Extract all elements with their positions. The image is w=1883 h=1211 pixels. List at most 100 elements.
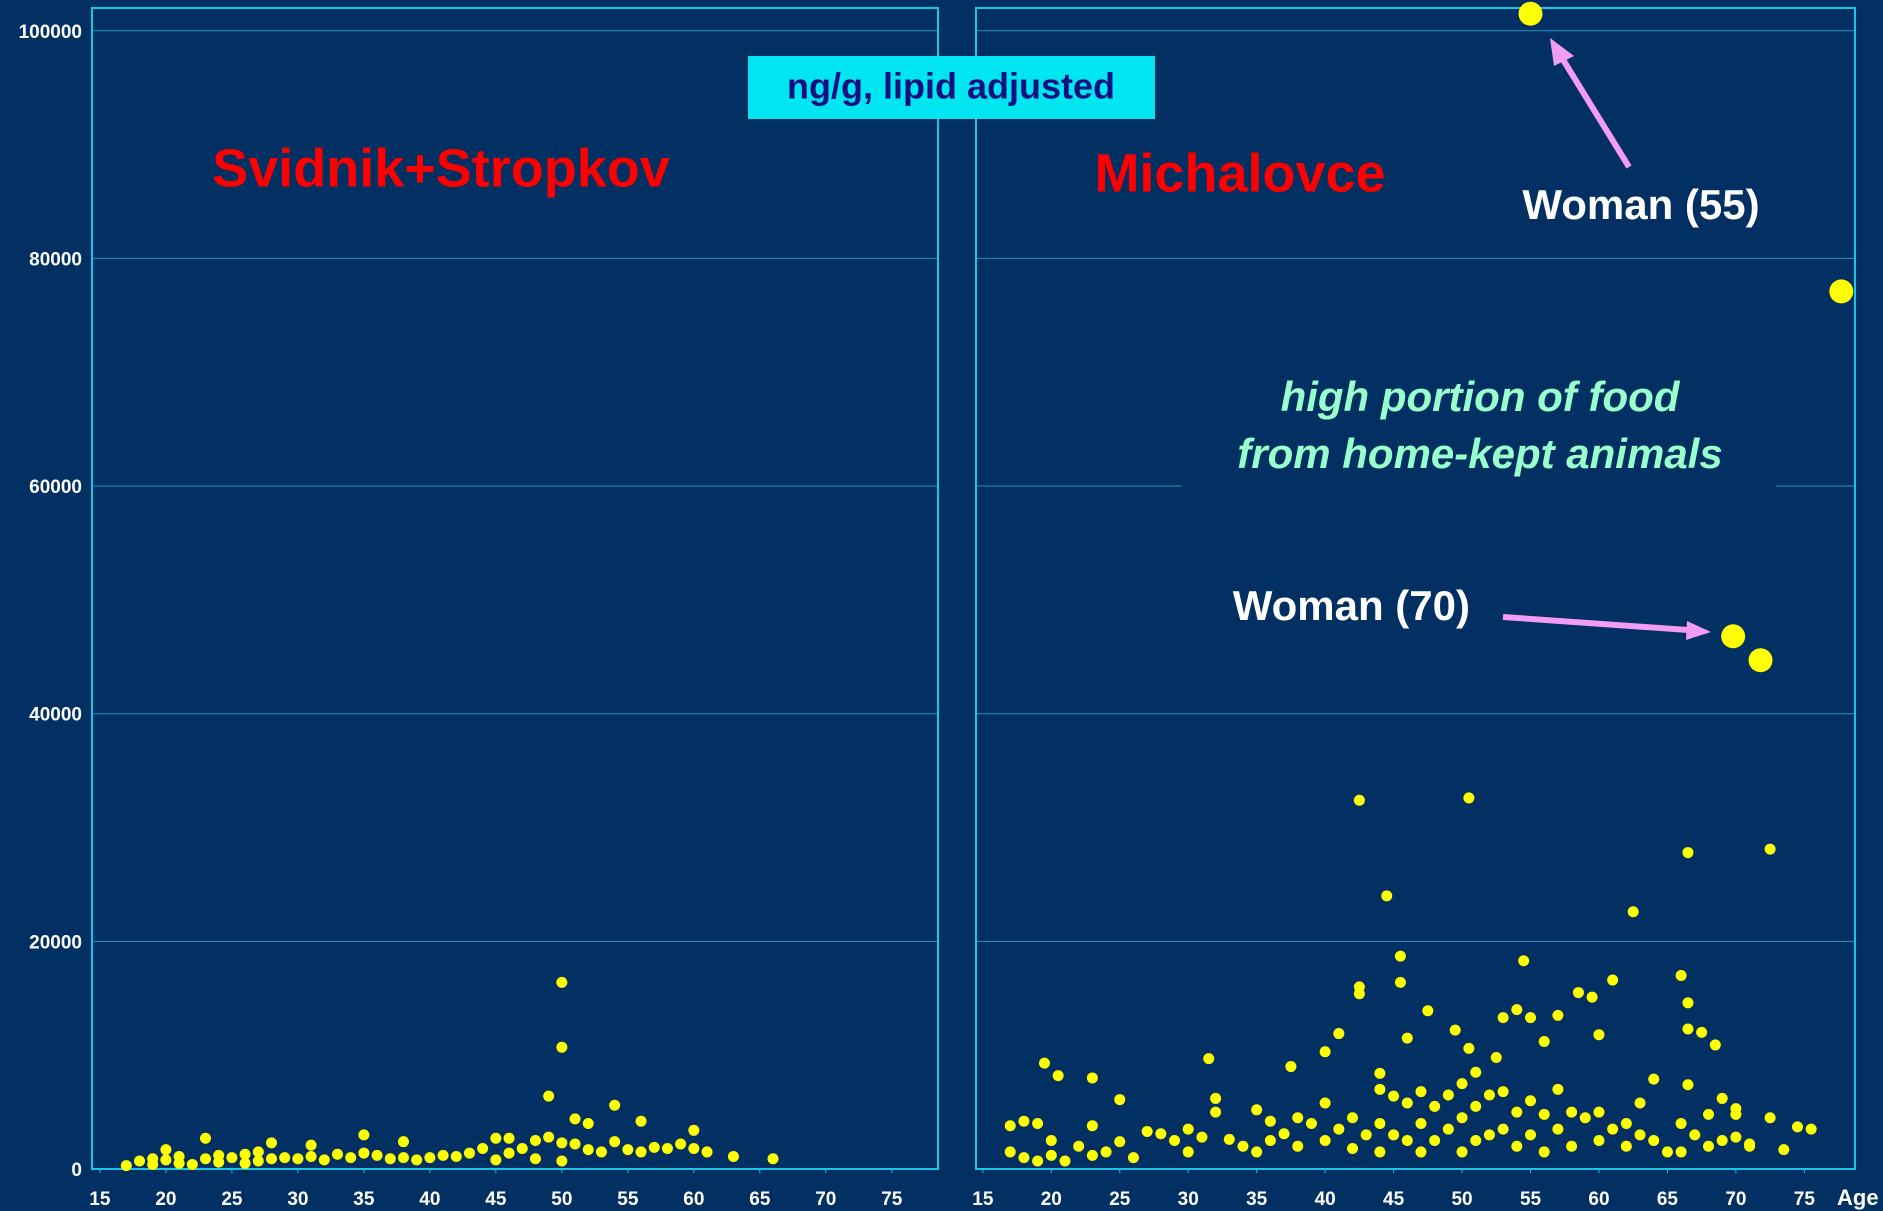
point (1114, 1136, 1126, 1148)
point (173, 1157, 185, 1169)
point (1086, 1072, 1098, 1084)
x-tick-label: 70 (1725, 1189, 1746, 1210)
annotation-backdrop (1182, 470, 1776, 510)
point (397, 1136, 409, 1148)
point (200, 1132, 212, 1144)
point (1086, 1149, 1098, 1161)
point (1566, 1140, 1578, 1152)
point (1292, 1112, 1304, 1124)
point (1627, 906, 1639, 918)
point (490, 1132, 502, 1144)
point (635, 1115, 647, 1127)
point (1525, 1012, 1537, 1024)
point (1449, 1024, 1461, 1036)
point (1052, 1070, 1064, 1082)
point (265, 1153, 277, 1165)
point (1442, 1123, 1454, 1135)
point (1182, 1123, 1194, 1135)
point (186, 1158, 198, 1170)
point (265, 1137, 277, 1149)
point (1086, 1120, 1098, 1132)
point (147, 1158, 159, 1170)
panel-frame (91, 7, 939, 1170)
point (1032, 1155, 1044, 1167)
point (424, 1152, 436, 1164)
point (1661, 1146, 1673, 1158)
point (345, 1152, 357, 1164)
point (1251, 1146, 1263, 1158)
x-tick-label: 40 (419, 1189, 440, 1210)
point (503, 1147, 515, 1159)
x-tick-label: 40 (1315, 1189, 1336, 1210)
point (1210, 1106, 1222, 1118)
point (1264, 1135, 1276, 1147)
point (1525, 1095, 1537, 1107)
point (1004, 1120, 1016, 1132)
point (1415, 1117, 1427, 1129)
point (1305, 1117, 1317, 1129)
point (1483, 1089, 1495, 1101)
arrow (1550, 38, 1632, 169)
x-tick-label: 35 (1246, 1189, 1268, 1210)
point (1333, 1028, 1345, 1040)
point (1319, 1097, 1331, 1109)
point (1422, 1005, 1434, 1017)
point (1593, 1135, 1605, 1147)
point (1237, 1140, 1249, 1152)
x-tick-label: 75 (1794, 1189, 1816, 1210)
point (727, 1150, 739, 1162)
point (1682, 1023, 1694, 1035)
point (1538, 1146, 1550, 1158)
point (1319, 1135, 1331, 1147)
point (1401, 1135, 1413, 1147)
point (1114, 1094, 1126, 1106)
point (358, 1129, 370, 1141)
point (1648, 1073, 1660, 1085)
point (1456, 1112, 1468, 1124)
point (1538, 1036, 1550, 1048)
point (1141, 1125, 1153, 1137)
point (1210, 1092, 1222, 1104)
point (529, 1135, 541, 1147)
point (1127, 1152, 1139, 1164)
point (1572, 987, 1584, 999)
point (1319, 1046, 1331, 1058)
point (543, 1090, 555, 1102)
point (1730, 1108, 1742, 1120)
x-tick-label: 30 (287, 1189, 308, 1210)
x-tick-label: 15 (972, 1189, 994, 1210)
point (1004, 1146, 1016, 1158)
point (1100, 1146, 1112, 1158)
point (1716, 1092, 1728, 1104)
point (1278, 1128, 1290, 1140)
point (1511, 1004, 1523, 1016)
point (1155, 1128, 1167, 1140)
point (688, 1143, 700, 1155)
y-tick-label: 40000 (29, 705, 82, 726)
point (556, 1137, 568, 1149)
point (1829, 279, 1854, 304)
point (556, 976, 568, 988)
point (1586, 991, 1598, 1003)
point (1648, 1135, 1660, 1147)
x-tick-label: 65 (749, 1189, 771, 1210)
x-tick-label: 30 (1178, 1189, 1199, 1210)
point (1634, 1129, 1646, 1141)
x-tick-label: 55 (1520, 1189, 1542, 1210)
point (1401, 1097, 1413, 1109)
point (1730, 1131, 1742, 1143)
x-tick-label: 25 (1109, 1189, 1131, 1210)
point (1703, 1108, 1714, 1120)
point (1778, 1144, 1790, 1156)
point (1456, 1146, 1468, 1158)
point (1353, 988, 1365, 1000)
point (1497, 1012, 1509, 1024)
x-tick-label: 20 (155, 1189, 176, 1210)
point (1059, 1155, 1071, 1167)
point (463, 1147, 475, 1159)
point (1703, 1140, 1714, 1152)
point (569, 1138, 581, 1150)
point (1073, 1140, 1085, 1152)
panel-frame (975, 7, 1856, 1170)
point (1018, 1115, 1030, 1127)
